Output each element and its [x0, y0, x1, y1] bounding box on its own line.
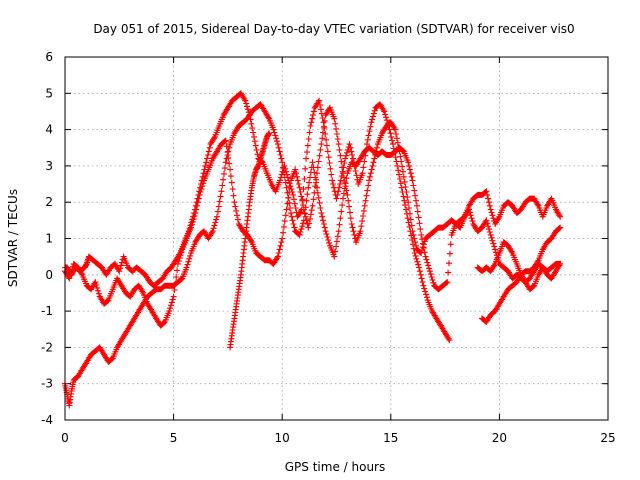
gridlines [65, 57, 608, 420]
x-tick-label: 5 [170, 431, 178, 445]
plus-markers-track-f [474, 239, 564, 293]
x-tick-label: 15 [383, 431, 398, 445]
plus-markers-track-d [227, 130, 273, 351]
y-tick-label: 4 [45, 123, 53, 137]
y-tick-label: 5 [45, 86, 53, 100]
y-tick-label: 2 [45, 195, 53, 209]
series-track-b [62, 101, 564, 409]
y-tick-label: -4 [41, 413, 53, 427]
series-track-c [62, 104, 564, 329]
y-tick-label: 0 [45, 268, 53, 282]
plus-markers-track-e [479, 224, 564, 325]
y-tick-label: -2 [41, 340, 53, 354]
series-track-e [479, 224, 564, 325]
x-tick-label: 10 [275, 431, 290, 445]
plot-frame [64, 56, 609, 421]
x-tick-label: 20 [492, 431, 507, 445]
y-tick-label: -3 [41, 377, 53, 391]
series-track-f [474, 239, 564, 293]
chart-title: Day 051 of 2015, Sidereal Day-to-day VTE… [93, 22, 574, 36]
y-tick-label: 3 [45, 159, 53, 173]
series-track-d [227, 130, 273, 351]
y-tick-label: 6 [45, 50, 53, 64]
y-axis-title: SDTVAR / TECUs [6, 189, 20, 287]
tick-labels: 0 5 10 15 20 25 -4 -3 -2 -1 0 1 2 3 4 5 6 [41, 50, 616, 445]
y-tick-label: -1 [41, 304, 53, 318]
x-tick-label: 0 [61, 431, 69, 445]
data-marks [62, 90, 564, 409]
plus-markers-track-b [62, 101, 564, 409]
plus-markers-track-c [62, 104, 564, 329]
x-axis-title: GPS time / hours [285, 460, 386, 474]
x-tick-label: 25 [600, 431, 615, 445]
y-tick-label: 1 [45, 232, 53, 246]
